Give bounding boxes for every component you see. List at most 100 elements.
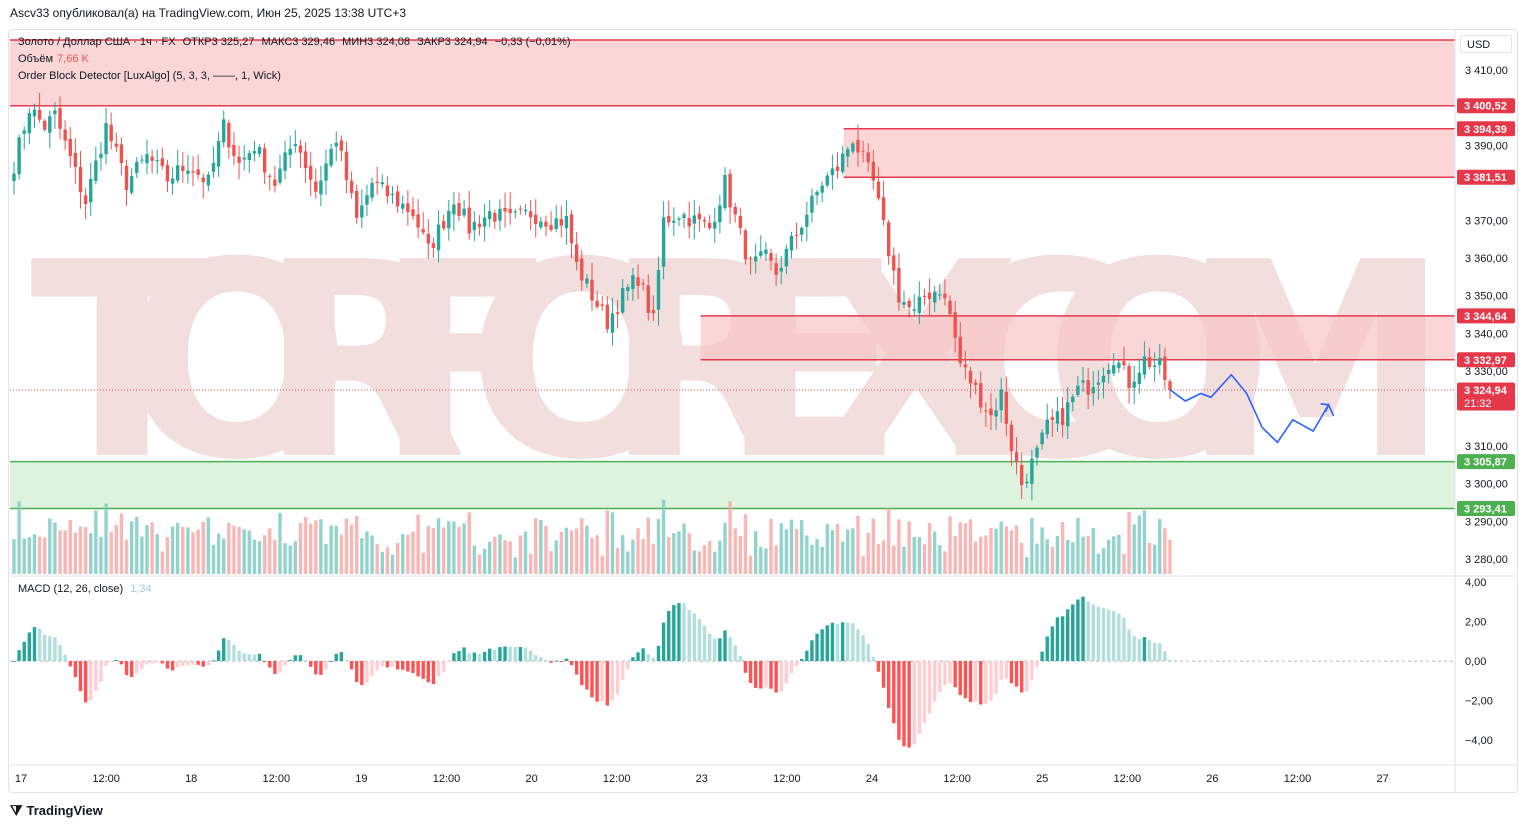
price-tick-label: 3 340,00 <box>1465 328 1508 340</box>
macd-tick-label: 4,00 <box>1465 577 1486 589</box>
macd-bar <box>89 661 93 700</box>
chart-frame[interactable] <box>8 29 1518 793</box>
macd-bar <box>1101 608 1106 662</box>
volume-bar <box>401 533 405 574</box>
candle-body <box>1117 362 1121 369</box>
candle-body <box>559 219 564 226</box>
macd-bar <box>539 657 543 662</box>
price-tick-label: 3 290,00 <box>1465 516 1508 528</box>
volume-bar <box>160 551 165 574</box>
candle-body <box>370 182 374 198</box>
volume-bar <box>441 527 446 574</box>
macd-bar <box>810 640 814 662</box>
candle-body <box>298 145 303 153</box>
volume-bar <box>672 533 676 574</box>
candle-body <box>329 148 333 166</box>
price-tick-label: 3 330,00 <box>1465 366 1508 378</box>
volume-bar <box>237 527 241 574</box>
candle-body <box>155 160 159 162</box>
macd-bar <box>109 661 113 663</box>
macd-bar <box>554 660 558 662</box>
volume-bar <box>380 551 384 574</box>
volume-bar <box>360 538 364 574</box>
candle-body <box>242 157 246 160</box>
macd-histogram <box>10 596 1455 748</box>
volume-bar <box>933 531 937 574</box>
candle-body <box>1112 365 1116 374</box>
volume-bar <box>748 555 753 574</box>
macd-bar <box>1019 661 1024 693</box>
candle-body <box>892 255 896 271</box>
volume-bar <box>334 525 338 574</box>
candle-body <box>467 207 471 234</box>
time-axis[interactable]: 17 12:00 18 12:00 19 12:00 20 12:00 23 12:00 24 12:… <box>10 764 1517 785</box>
macd-bar <box>585 661 589 690</box>
volume-bar <box>477 554 482 574</box>
volume-bar <box>574 528 579 574</box>
candle-body <box>518 208 523 210</box>
macd-bar <box>1168 659 1172 662</box>
volume-bar <box>472 545 477 574</box>
volume-bar <box>1050 547 1055 574</box>
volume-bar <box>242 529 246 574</box>
candle-body <box>355 190 359 218</box>
volume-bar <box>1060 522 1065 574</box>
volume-bar <box>175 522 180 574</box>
tradingview-footer[interactable]: ⧩ TradingView <box>10 802 103 819</box>
candle-body <box>692 215 696 224</box>
candle-body <box>196 169 200 175</box>
macd-bar <box>835 624 840 662</box>
volume-bar <box>1163 528 1167 574</box>
volume-bar <box>590 537 594 574</box>
candle-body <box>830 168 835 176</box>
candle-body <box>288 148 292 155</box>
macd-bar <box>999 661 1003 680</box>
macd-bar <box>866 644 870 662</box>
time-tick-label: 12:00 <box>1284 773 1312 785</box>
macd-bar <box>523 647 528 662</box>
macd-bar <box>656 645 661 662</box>
candle-body <box>53 110 57 115</box>
volume-bar <box>1030 518 1034 574</box>
macd-bar <box>324 661 328 670</box>
macd-bar <box>984 661 988 704</box>
macd-bar <box>493 649 497 662</box>
volume-bar <box>298 522 303 574</box>
macd-bar <box>262 661 267 663</box>
macd-bar <box>989 661 993 701</box>
candle-body <box>933 291 937 303</box>
volume-bars <box>12 499 1172 574</box>
price-badge <box>1457 352 1515 368</box>
macd-bar <box>800 659 804 662</box>
volume-bar <box>262 535 267 574</box>
publisher-credit: Ascv33 опубликовал(а) на TradingView.com… <box>10 6 407 20</box>
volume-bar <box>687 533 691 574</box>
volume-bar <box>518 535 523 574</box>
currency-selector[interactable]: USD <box>1460 35 1512 53</box>
macd-tick-label: −4,00 <box>1465 735 1493 747</box>
volume-bar <box>135 516 139 574</box>
macd-bar <box>78 661 83 692</box>
candle-body <box>1147 357 1152 367</box>
volume-bar <box>651 543 656 574</box>
macd-bar <box>789 661 794 674</box>
candle-body <box>590 279 594 301</box>
volume-bar <box>78 526 83 574</box>
price-tick-label: 3 370,00 <box>1465 216 1508 228</box>
macd-bar <box>963 661 968 699</box>
volume-bar <box>462 523 466 574</box>
order-block-zones <box>10 39 1455 510</box>
candle-body <box>661 217 666 267</box>
time-tick-label: 12:00 <box>773 773 801 785</box>
candle-body <box>1137 372 1141 384</box>
macd-bar <box>196 661 200 665</box>
macd-bar <box>278 661 282 673</box>
macd-bar <box>672 605 676 662</box>
macd-bar <box>779 661 783 692</box>
volume-bar <box>155 534 159 574</box>
volume-bar <box>549 551 553 574</box>
macd-bar <box>718 638 722 662</box>
candle-body <box>472 221 477 230</box>
price-axis[interactable]: 3 410,00 3 390,00 3 370,00 3 360,00 3 350,00… <box>10 30 1517 792</box>
